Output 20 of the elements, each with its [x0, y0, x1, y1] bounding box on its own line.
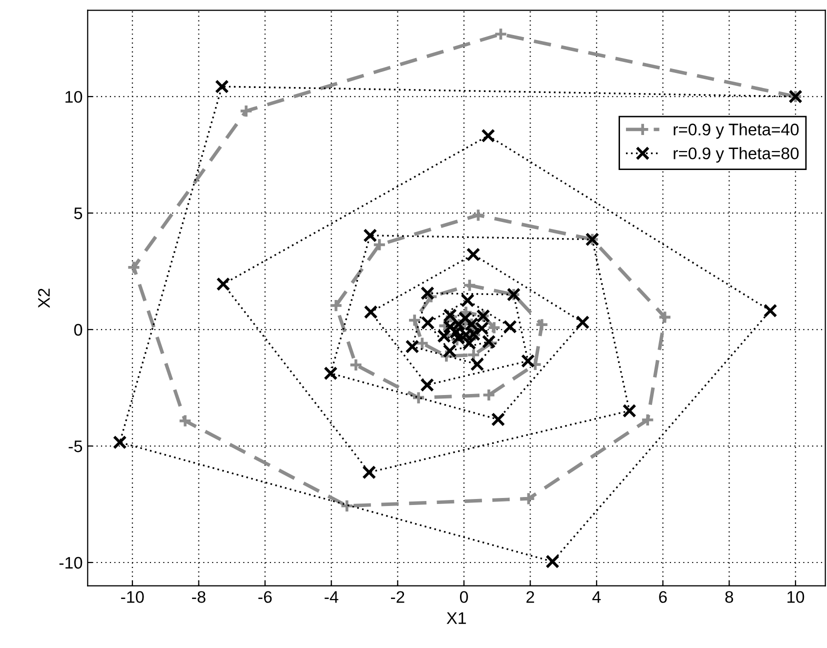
x-tick-label: -10	[121, 591, 144, 603]
y-tick-label: 5	[74, 208, 82, 220]
x-tick-label: -8	[192, 591, 206, 603]
x-tick-label: -4	[324, 591, 338, 603]
x-tick-label: 6	[659, 591, 667, 603]
x-tick-label: 4	[592, 591, 601, 603]
y-tick-label: 0	[74, 324, 82, 336]
x-axis-title: X1	[446, 612, 466, 624]
x-tick-label: -6	[258, 591, 272, 603]
y-tick-label: 10	[66, 90, 82, 103]
x-tick-label: 2	[526, 591, 534, 603]
x-tick-label: 0	[460, 591, 468, 603]
y-tick-label: -5	[68, 440, 82, 452]
y-tick-label: -10	[59, 556, 82, 569]
y-axis-title: X2	[38, 288, 50, 308]
x-tick-label: 10	[788, 591, 804, 603]
legend-label: r=0.9 y Theta=80	[674, 147, 799, 163]
legend-label: r=0.9 y Theta=40	[674, 123, 799, 139]
x-tick-label: -2	[390, 591, 404, 603]
x-tick-label: 8	[725, 591, 734, 603]
